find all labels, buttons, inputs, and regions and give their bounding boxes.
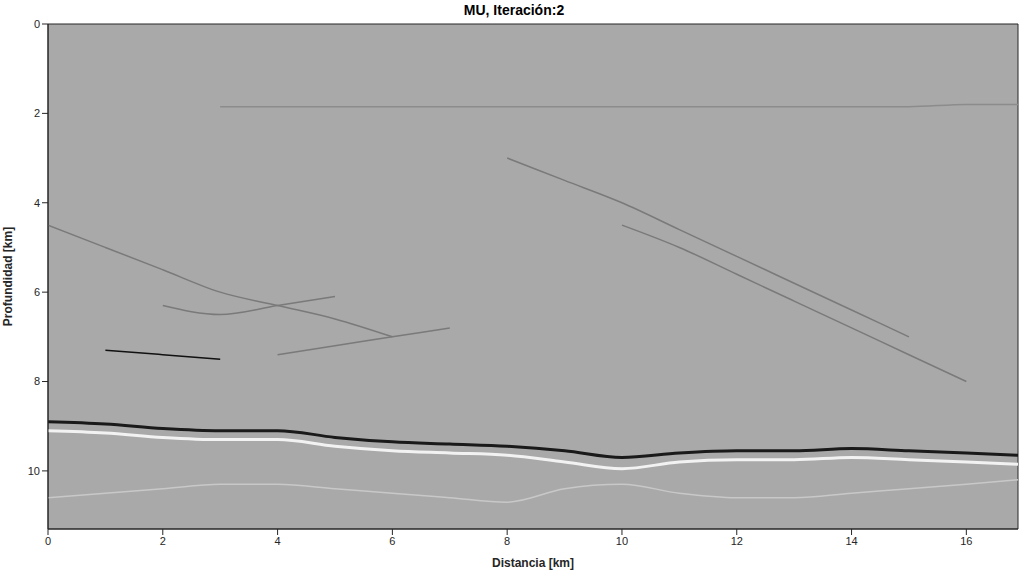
svg-text:6: 6: [34, 286, 40, 298]
svg-text:14: 14: [845, 535, 857, 547]
svg-text:16: 16: [960, 535, 972, 547]
svg-text:Profundidad [km]: Profundidad [km]: [1, 227, 15, 326]
svg-text:0: 0: [34, 18, 40, 30]
svg-text:4: 4: [34, 197, 40, 209]
svg-text:10: 10: [28, 465, 40, 477]
svg-text:2: 2: [160, 535, 166, 547]
svg-text:12: 12: [731, 535, 743, 547]
svg-text:10: 10: [616, 535, 628, 547]
svg-text:8: 8: [504, 535, 510, 547]
svg-text:Distancia [km]: Distancia [km]: [492, 556, 574, 570]
svg-text:2: 2: [34, 107, 40, 119]
svg-text:0: 0: [45, 535, 51, 547]
svg-text:4: 4: [275, 535, 281, 547]
svg-text:6: 6: [389, 535, 395, 547]
svg-text:8: 8: [34, 375, 40, 387]
html-text:MU, Iteración:2: MU, Iteración:2: [463, 2, 565, 18]
